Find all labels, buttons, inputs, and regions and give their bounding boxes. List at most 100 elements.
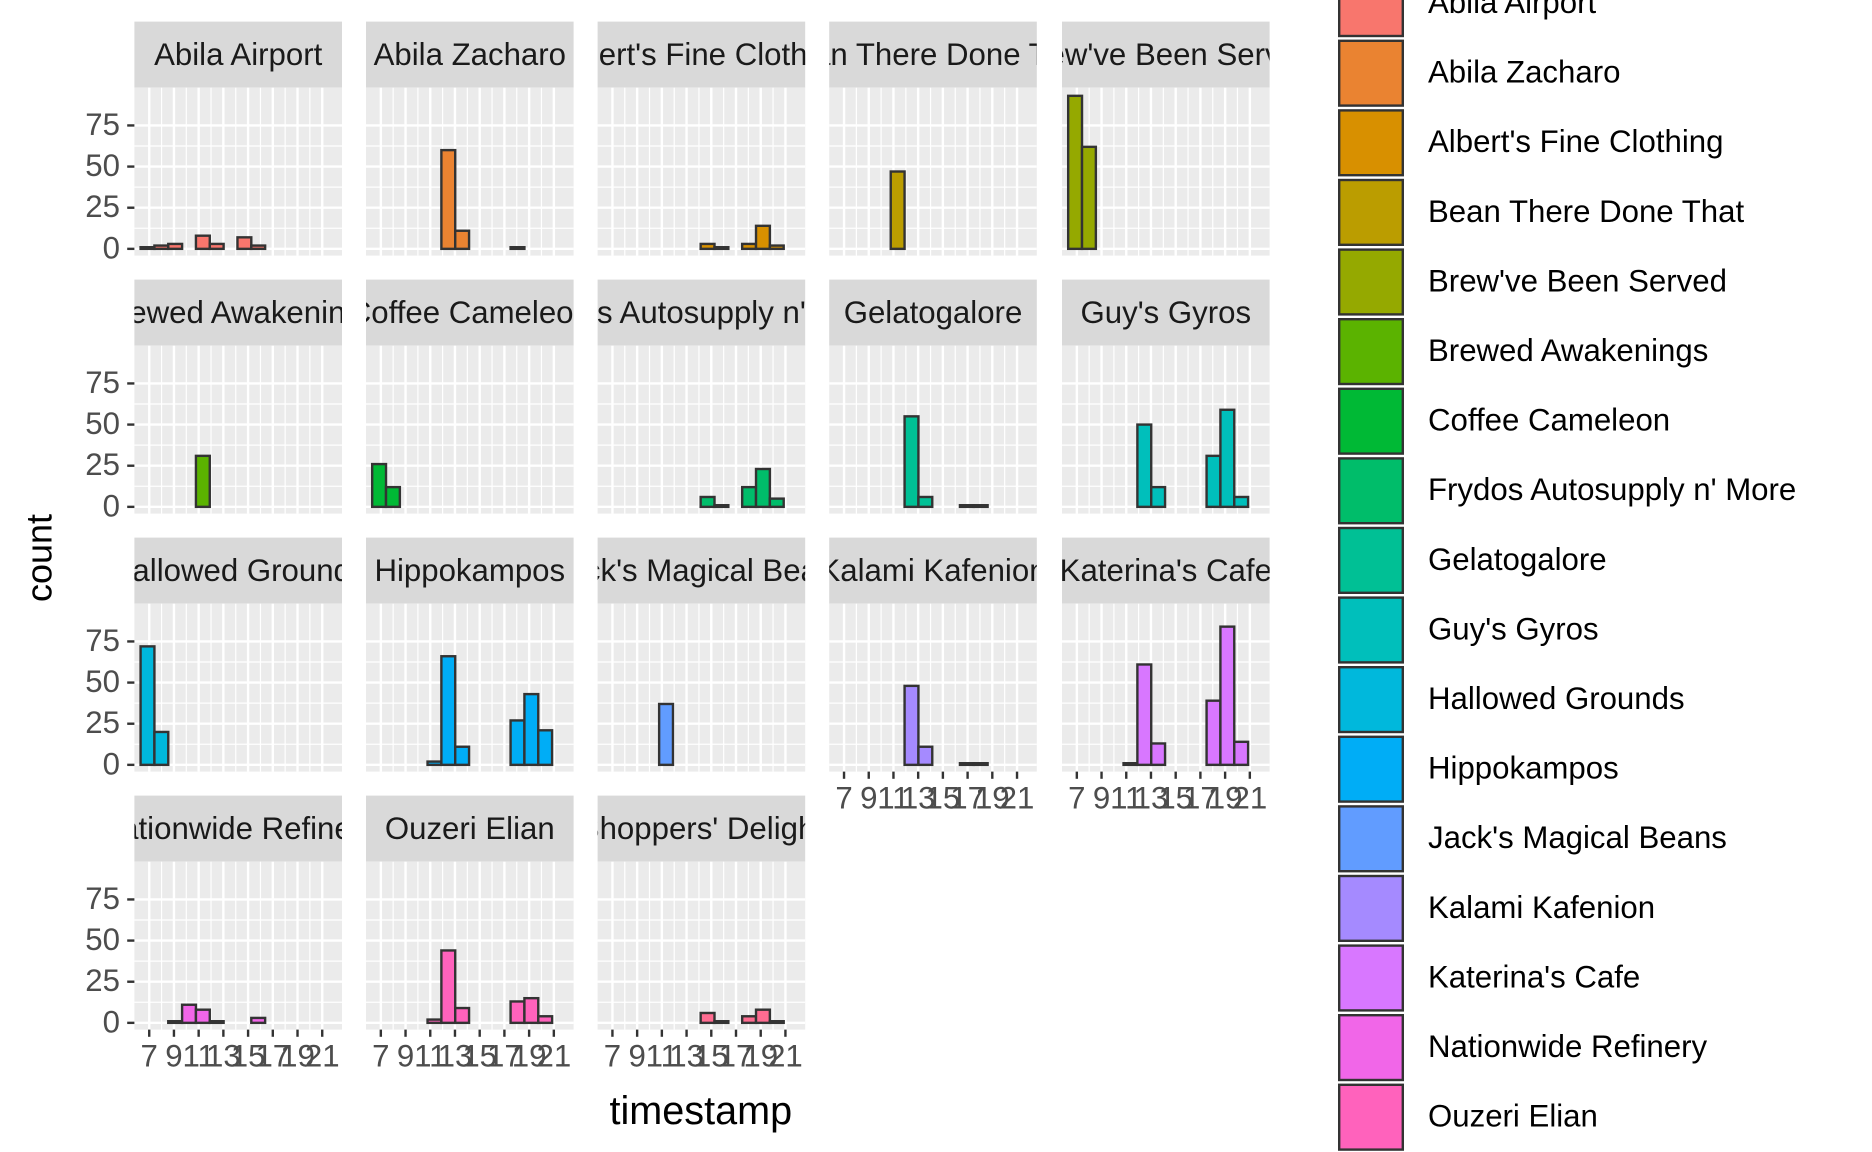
facet-strip [366, 537, 574, 604]
panel-background [829, 345, 1037, 514]
legend-label: Frydos Autosupply n' More [1428, 472, 1796, 507]
facet-title: Hippokampos [374, 553, 565, 588]
bar [167, 1020, 184, 1025]
x-tick-label: 21 [1000, 781, 1035, 816]
legend-key [1338, 387, 1404, 455]
legend-key [1338, 0, 1404, 38]
bar [1136, 663, 1153, 767]
y-tick-label: 75 [85, 881, 120, 916]
facet-title: Abila Airport [154, 37, 322, 72]
panel-background [366, 87, 574, 256]
bar [509, 1000, 526, 1025]
facet: Brew've Been Served [1016, 21, 1315, 256]
bar [523, 996, 540, 1025]
bar [523, 692, 540, 767]
bar [917, 495, 934, 509]
x-tick-label: 11 [182, 1039, 214, 1074]
legend-key [1338, 805, 1404, 873]
legend-key [1338, 1013, 1404, 1082]
legend-label: Hippokampos [1428, 751, 1619, 786]
facet: Brewed Awakenings 0 25 50 75 [85, 279, 378, 523]
facet-strip [366, 795, 574, 862]
bar [972, 504, 989, 509]
legend-key [1338, 457, 1404, 525]
facet: Guy's Gyros [1062, 279, 1270, 514]
facet-title: Brew've Been Served [1016, 37, 1315, 72]
legend-label: Gelatogalore [1428, 542, 1607, 577]
legend-key [1338, 1083, 1404, 1151]
facet: Albert's Fine Clothing [597, 21, 806, 256]
bar [537, 729, 554, 767]
y-tick-label: 0 [103, 488, 120, 523]
bar [754, 1008, 772, 1025]
bar [917, 745, 934, 767]
bar [768, 1020, 785, 1025]
x-tick-label: 17 [487, 1039, 522, 1074]
bar [194, 234, 211, 251]
bar [699, 1011, 716, 1025]
panel-background [597, 603, 806, 772]
x-tick-label: 11 [1110, 781, 1142, 816]
x-tick-label: 7 [1068, 781, 1085, 816]
legend-key [1338, 735, 1404, 803]
bar [250, 1016, 267, 1025]
legend-key [1338, 666, 1404, 734]
y-tick-label: 75 [85, 623, 120, 658]
y-tick-label: 25 [85, 447, 120, 482]
legend-label: Katerina's Cafe [1428, 959, 1640, 994]
bar [903, 415, 920, 509]
facet-strip [134, 537, 342, 604]
bar [768, 244, 785, 251]
bar [139, 246, 156, 251]
legend-key [1338, 178, 1404, 246]
x-tick-label: 19 [280, 1039, 315, 1074]
y-tick-label: 75 [85, 107, 120, 142]
bar [454, 1006, 471, 1025]
bar [713, 246, 730, 251]
legend-key [1338, 596, 1404, 664]
bar [1122, 762, 1139, 767]
x-tick-label: 13 [669, 1039, 704, 1074]
facet-strip [597, 21, 806, 88]
legend-key [1338, 248, 1404, 316]
facet-title: Frydos Autosupply n' More [517, 295, 885, 330]
legend-label: Brewed Awakenings [1428, 333, 1708, 368]
bar [509, 719, 526, 767]
facet-title: Brewed Awakenings [98, 295, 378, 330]
legend-label: Jack's Magical Beans [1428, 820, 1727, 855]
facet-title: Gelatogalore [844, 295, 1023, 330]
panel-background [366, 861, 574, 1030]
legend-label: Abila Airport [1428, 0, 1596, 20]
bar [903, 684, 920, 767]
facet-title: Abila Zacharo [374, 37, 566, 72]
bar [1136, 423, 1153, 509]
y-axis-title: count [19, 514, 60, 602]
x-axis-title: timestamp [609, 1089, 792, 1133]
legend-key [1338, 317, 1404, 386]
x-tick-label: 17 [1183, 781, 1218, 816]
facet: Hallowed Grounds 0 25 50 75 [85, 537, 342, 781]
panel-background [134, 345, 342, 514]
facet: Gelatogalore [829, 279, 1037, 514]
bar [699, 242, 716, 251]
x-tick-label: 21 [536, 1039, 571, 1074]
legend-label: Albert's Fine Clothing [1428, 124, 1723, 159]
bar [440, 148, 457, 251]
bar [194, 1008, 211, 1025]
x-tick-label: 15 [694, 1039, 729, 1074]
bar [1150, 742, 1167, 767]
facet: Abila Airport 0 25 50 75 [85, 21, 342, 265]
panel-background [829, 603, 1037, 772]
facet-title: Ouzeri Elian [385, 811, 555, 846]
x-tick-label: 11 [877, 781, 909, 816]
bar [208, 242, 225, 251]
bar [236, 236, 253, 251]
panel-background [134, 861, 342, 1030]
legend-label: Ouzeri Elian [1428, 1099, 1598, 1134]
x-tick-label: 7 [141, 1039, 158, 1074]
y-tick-label: 0 [103, 230, 120, 265]
y-tick-label: 75 [85, 365, 120, 400]
facet: Abila Zacharo [366, 21, 574, 256]
